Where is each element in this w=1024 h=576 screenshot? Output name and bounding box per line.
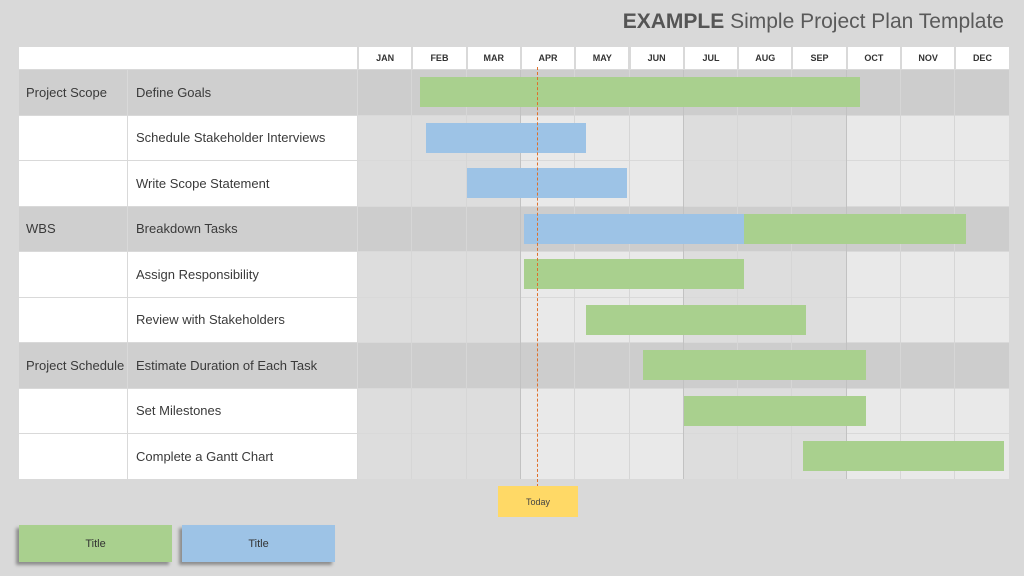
- month-feb: FEB: [413, 47, 466, 69]
- gantt-bar: [466, 168, 627, 198]
- legend-green-label: Title: [85, 537, 106, 550]
- month-gridline: [465, 70, 467, 479]
- legend-blue: Title: [182, 525, 335, 562]
- category-cell: [19, 434, 127, 479]
- page-title: EXAMPLE Simple Project Plan Template: [623, 10, 1004, 34]
- grid-cell: [520, 434, 683, 479]
- grid-cell: [520, 388, 683, 433]
- gantt-bar: [523, 259, 744, 289]
- grid-cell: [358, 252, 520, 297]
- category-cell: Project Schedule: [19, 343, 127, 388]
- task-cell: Schedule Stakeholder Interviews: [128, 115, 357, 160]
- gantt-bar: [586, 304, 806, 335]
- today-marker: Today: [498, 486, 578, 517]
- month-mar: MAR: [467, 47, 520, 69]
- month-gridline: [791, 70, 793, 479]
- grid-cell: [846, 115, 1009, 160]
- gantt-bar: [420, 77, 861, 107]
- month-gridline: [954, 70, 956, 479]
- category-cell: [19, 252, 127, 297]
- grid-cell: [358, 343, 520, 388]
- task-cell: Assign Responsibility: [128, 252, 357, 297]
- month-gridline: [519, 70, 521, 479]
- grid-cell: [846, 161, 1009, 206]
- category-cell: [19, 115, 127, 160]
- grid-cell: [358, 434, 520, 479]
- month-jan: JAN: [359, 47, 412, 69]
- month-jul: JUL: [684, 47, 738, 69]
- month-gridline: [845, 70, 847, 479]
- month-may: MAY: [576, 47, 629, 69]
- task-cell: Set Milestones: [128, 388, 357, 433]
- category-cell: [19, 297, 127, 342]
- legend-blue-label: Title: [248, 537, 269, 550]
- task-cell: Breakdown Tasks: [128, 206, 357, 251]
- legend-green: Title: [19, 525, 172, 562]
- gantt-bar: [683, 395, 866, 426]
- grid-cell: [846, 343, 1009, 388]
- grid-cell: [683, 161, 846, 206]
- gantt-bar: [523, 213, 744, 244]
- category-cell: WBS: [19, 206, 127, 251]
- category-cell: [19, 161, 127, 206]
- gantt-bar: [803, 441, 1005, 471]
- month-dec: DEC: [956, 47, 1009, 69]
- category-cell: [19, 388, 127, 433]
- grid-cell: [358, 206, 520, 251]
- task-cell: Complete a Gantt Chart: [128, 434, 357, 479]
- month-aug: AUG: [739, 47, 792, 69]
- month-apr: APR: [521, 47, 575, 69]
- month-gridline: [900, 70, 901, 479]
- task-cell: Write Scope Statement: [128, 161, 357, 206]
- grid-cell: [358, 297, 520, 342]
- month-sep: SEP: [793, 47, 846, 69]
- title-bold: EXAMPLE: [622, 10, 725, 33]
- month-jun: JUN: [630, 47, 683, 69]
- gantt-bar: [743, 213, 967, 244]
- title-rest: Simple Project Plan Template: [730, 10, 1004, 33]
- month-gridline: [411, 70, 413, 479]
- grid-cell: [358, 388, 520, 433]
- month-nov: NOV: [902, 47, 955, 69]
- grid-cell: [683, 115, 846, 160]
- grid-cell: [846, 388, 1009, 433]
- task-cell: Estimate Duration of Each Task: [128, 343, 357, 388]
- gantt-bar: [643, 350, 866, 380]
- today-line: [537, 67, 538, 487]
- grid-cell: [846, 70, 1009, 115]
- gantt-bar: [425, 122, 587, 153]
- month-oct: OCT: [847, 47, 900, 69]
- header-blank: [19, 47, 357, 69]
- grid-cell: [846, 252, 1009, 297]
- category-cell: Project Scope: [19, 70, 127, 115]
- grid-cell: [846, 297, 1009, 342]
- task-cell: Define Goals: [128, 70, 357, 115]
- task-cell: Review with Stakeholders: [128, 297, 357, 342]
